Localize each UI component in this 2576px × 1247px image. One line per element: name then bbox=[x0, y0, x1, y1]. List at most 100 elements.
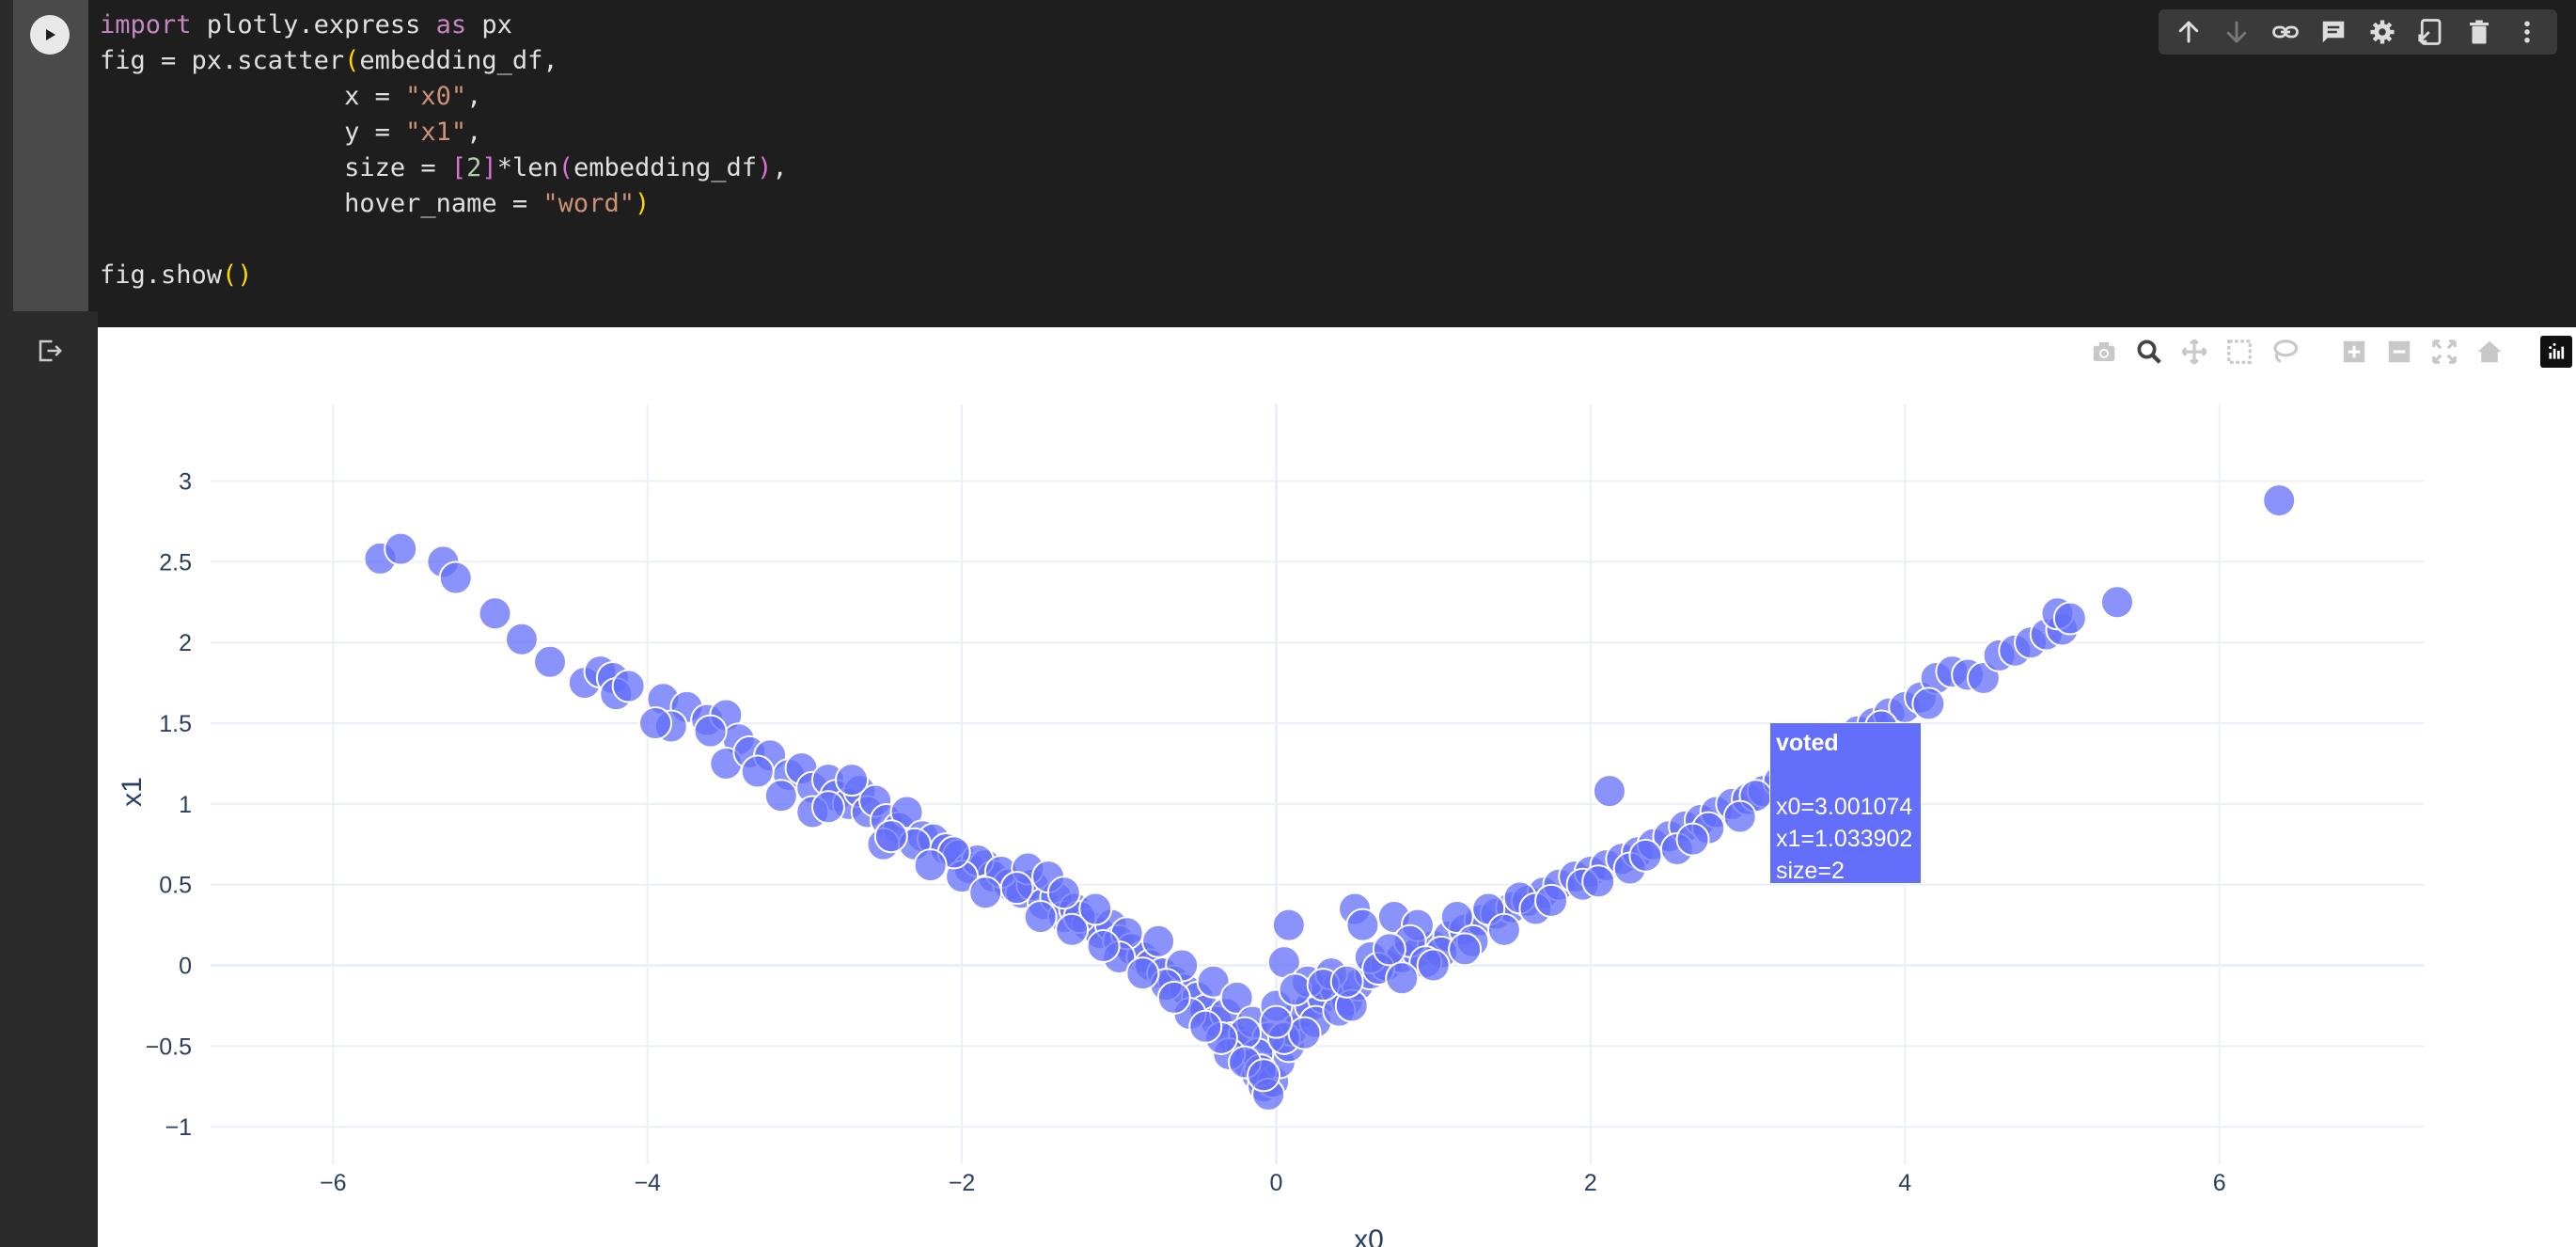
scatter-point bbox=[1581, 864, 1616, 899]
hover-tooltip: voted x0=3.001074 x1=1.033902 size=2 bbox=[1769, 722, 1922, 884]
x-tick-label: 6 bbox=[2213, 1170, 2226, 1196]
code-token: 2 bbox=[466, 153, 482, 182]
gear-icon[interactable] bbox=[2365, 15, 2399, 49]
y-tick-label: 3 bbox=[179, 469, 192, 496]
y-axis-title: x1 bbox=[117, 777, 148, 807]
y-tick-label: 1.5 bbox=[159, 711, 192, 737]
scatter-point bbox=[1086, 928, 1121, 963]
scatter-point bbox=[693, 714, 728, 749]
cell-toolbar bbox=[2159, 9, 2557, 55]
run-cell-button[interactable] bbox=[30, 15, 70, 55]
scatter-point bbox=[1345, 908, 1380, 942]
scatter-point bbox=[740, 754, 775, 789]
mirror-cell-icon[interactable] bbox=[2413, 15, 2447, 49]
code-token: x = bbox=[344, 82, 406, 111]
x-tick-label: −4 bbox=[634, 1170, 661, 1196]
scatter-point bbox=[1278, 972, 1312, 1007]
camera-icon[interactable] bbox=[2085, 333, 2123, 371]
scatter-point bbox=[999, 871, 1034, 906]
scatter-point bbox=[611, 669, 646, 703]
zoom-in-icon[interactable] bbox=[2335, 333, 2373, 371]
code-token: ] bbox=[481, 153, 497, 182]
more-vert-icon[interactable] bbox=[2510, 15, 2544, 49]
plotly-output: −6 −4 −2 0 2 4 6 −1 −0.5 0 0.5 1 1.5 2 2.5 3 x0 x1 voted … bbox=[98, 327, 2576, 1247]
code-token: () bbox=[222, 260, 253, 290]
scatter-point bbox=[1448, 932, 1483, 967]
y-tick-label: 0.5 bbox=[159, 873, 192, 899]
scatter-point bbox=[1372, 932, 1406, 967]
code-editor[interactable]: import plotly.express as px fig = px.sca… bbox=[100, 8, 788, 293]
code-token: fig.show bbox=[100, 260, 223, 290]
scatter-point bbox=[1188, 1009, 1223, 1044]
scatter-point bbox=[2052, 601, 2087, 636]
arrow-up-icon[interactable] bbox=[2172, 15, 2206, 49]
code-token: , bbox=[466, 82, 482, 111]
code-token: "word" bbox=[542, 189, 635, 218]
scatter-point bbox=[1329, 964, 1364, 999]
scatter-chart[interactable]: −6 −4 −2 0 2 4 6 −1 −0.5 0 0.5 1 1.5 2 2.5 3 x0 x1 bbox=[98, 327, 2576, 1247]
scatter-point bbox=[1486, 912, 1521, 947]
scatter-point bbox=[1385, 961, 1420, 996]
code-token: size = bbox=[344, 153, 451, 182]
scatter-point bbox=[1271, 908, 1306, 942]
scatter-point bbox=[889, 795, 924, 829]
x-tick-label: 2 bbox=[1584, 1170, 1597, 1196]
x-tick-label: −6 bbox=[320, 1170, 347, 1196]
output-menu-icon[interactable] bbox=[36, 337, 64, 365]
code-token: y = bbox=[344, 118, 406, 147]
scatter-point bbox=[1722, 799, 1757, 834]
scatter-point bbox=[1125, 956, 1160, 991]
scatter-point bbox=[1259, 1004, 1294, 1039]
comment-icon[interactable] bbox=[2317, 15, 2350, 49]
code-token: fig = px.scatter bbox=[100, 46, 345, 75]
scatter-point bbox=[873, 819, 908, 854]
code-token: ( bbox=[344, 46, 360, 75]
x-axis-title: x0 bbox=[1354, 1224, 1384, 1247]
play-icon bbox=[46, 29, 55, 40]
code-token: embedding_df bbox=[573, 153, 758, 182]
scatter-point bbox=[913, 848, 948, 883]
scatter-point bbox=[1078, 892, 1113, 926]
code-token: ( bbox=[558, 153, 573, 182]
scatter-point bbox=[1416, 948, 1451, 983]
code-token: as bbox=[435, 10, 467, 39]
code-token: ) bbox=[757, 153, 773, 182]
y-tick-label: 2 bbox=[179, 630, 192, 656]
scatter-point bbox=[533, 644, 568, 679]
code-token: hover_name = bbox=[344, 189, 543, 218]
scatter-point bbox=[638, 706, 673, 741]
y-tick-label: −1 bbox=[165, 1114, 192, 1141]
code-token: "x1" bbox=[405, 118, 467, 147]
scatter-point bbox=[1046, 876, 1081, 910]
link-icon[interactable] bbox=[2269, 15, 2302, 49]
y-tick-label: 1 bbox=[179, 792, 192, 818]
scatter-point bbox=[835, 763, 870, 797]
pan-icon[interactable] bbox=[2175, 333, 2213, 371]
code-token: plotly.express bbox=[191, 10, 436, 39]
scatter-point bbox=[438, 560, 473, 595]
autoscale-icon[interactable] bbox=[2426, 333, 2463, 371]
scatter-point bbox=[1592, 774, 1626, 809]
scatter-point bbox=[1911, 687, 1946, 721]
y-tick-label: 2.5 bbox=[159, 549, 192, 576]
x-tick-label: −2 bbox=[949, 1170, 976, 1196]
scatter-point bbox=[384, 531, 418, 566]
scatter-point bbox=[1141, 923, 1176, 958]
arrow-down-icon[interactable] bbox=[2220, 15, 2254, 49]
reset-axes-icon[interactable] bbox=[2471, 333, 2508, 371]
code-token: , bbox=[466, 118, 482, 147]
tooltip-size: size=2 bbox=[1776, 858, 1845, 884]
y-tick-label: −0.5 bbox=[146, 1034, 192, 1060]
zoom-out-icon[interactable] bbox=[2380, 333, 2418, 371]
code-token: embedding_df, bbox=[359, 46, 558, 75]
scatter-point bbox=[1055, 912, 1090, 947]
plotly-logo-icon[interactable] bbox=[2540, 336, 2572, 368]
scatter-point bbox=[2099, 585, 2134, 620]
plotly-modebar bbox=[2085, 333, 2572, 371]
zoom-icon[interactable] bbox=[2130, 333, 2168, 371]
box-select-icon[interactable] bbox=[2221, 333, 2258, 371]
trash-icon[interactable] bbox=[2462, 15, 2496, 49]
lasso-icon[interactable] bbox=[2266, 333, 2303, 371]
scatter-point bbox=[968, 876, 1003, 910]
scatter-point bbox=[1219, 980, 1254, 1015]
